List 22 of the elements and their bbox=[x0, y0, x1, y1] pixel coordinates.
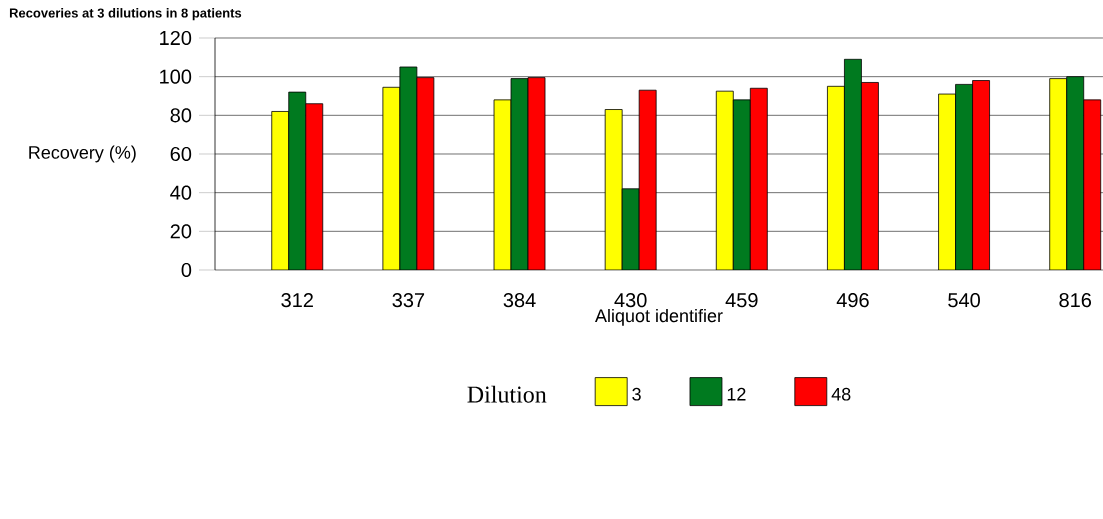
legend-label: 48 bbox=[831, 387, 851, 401]
legend-title: Dilution bbox=[467, 385, 547, 403]
y-tick-label: 60 bbox=[170, 146, 192, 162]
x-axis-title: Aliquot identifier bbox=[595, 308, 723, 326]
y-tick-label: 80 bbox=[170, 108, 192, 123]
y-tick-label: 40 bbox=[170, 185, 192, 200]
x-tick-label: 337 bbox=[392, 293, 425, 308]
x-tick-label: 312 bbox=[281, 293, 313, 308]
x-tick-label: 459 bbox=[725, 293, 758, 308]
x-tick-label: 540 bbox=[948, 293, 980, 308]
x-tick-label: 384 bbox=[503, 293, 536, 308]
y-tick-label: 100 bbox=[160, 69, 192, 84]
x-tick-label: 430 bbox=[614, 293, 647, 308]
legend-label: 12 bbox=[727, 387, 746, 401]
chart-title: Recoveries at 3 dilutions in 8 patients bbox=[9, 8, 242, 21]
y-tick-label: 20 bbox=[170, 224, 192, 239]
y-axis-title: Recovery (%) bbox=[29, 145, 136, 163]
x-tick-label: 816 bbox=[1059, 293, 1092, 308]
y-tick-label: 0 bbox=[181, 262, 192, 278]
x-tick-label: 496 bbox=[836, 293, 869, 308]
legend-label: 3 bbox=[632, 387, 641, 401]
y-tick-label: 120 bbox=[160, 30, 192, 46]
